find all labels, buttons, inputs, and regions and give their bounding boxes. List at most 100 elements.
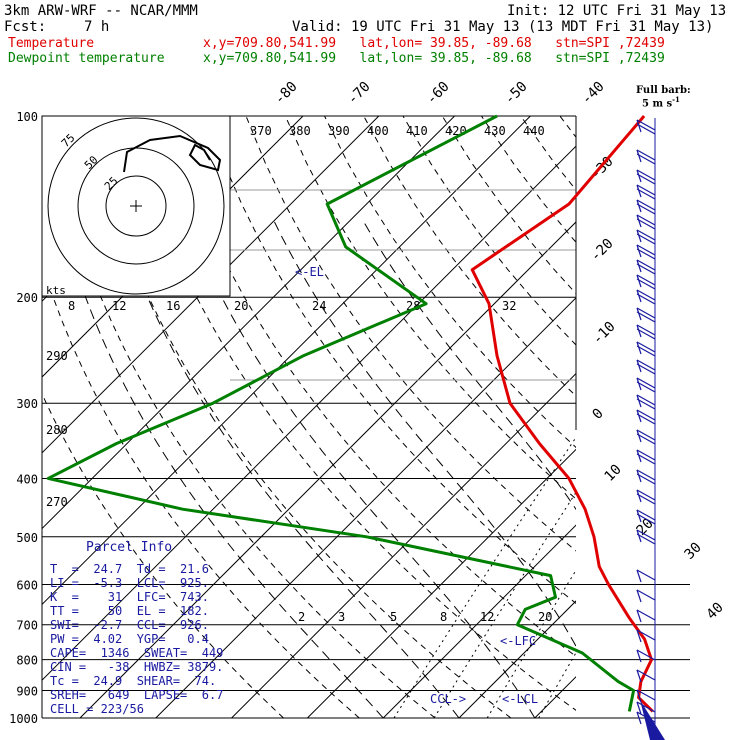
barb-tick [636, 199, 642, 213]
dry-adiabat [284, 116, 576, 500]
mixing-ratio-label: 24 [312, 299, 326, 313]
pressure-label: 600 [16, 578, 38, 592]
barb-tick [636, 214, 642, 228]
dry-adiabat [245, 116, 576, 552]
mixing-ratio-label: 8 [68, 299, 75, 313]
mixing-ratio-label: 12 [480, 610, 494, 624]
parcel-info-row: SREH= 649 LAPSE= 6.7 [50, 688, 224, 702]
barb-tick [636, 377, 642, 391]
barb-tick [636, 324, 642, 338]
theta-label: 380 [289, 124, 311, 138]
barb-tick [636, 629, 642, 643]
pressure-label: 1000 [9, 712, 38, 726]
wind-barbs [636, 118, 665, 740]
barb-flag [636, 649, 656, 661]
parcel-info-row: T = 24.7 Td = 21.6 [50, 562, 209, 576]
parcel-info-row: SWI= -2.7 CCL= 926. [50, 618, 209, 632]
barb-tick [636, 184, 642, 198]
parcel-info-row: CIN = -38 HWBZ= 3879. [50, 660, 224, 674]
hodograph-trace [123, 134, 222, 173]
barb-flag [636, 278, 656, 290]
dry-adiabat [42, 392, 284, 718]
pressure-label: 200 [16, 291, 38, 305]
full-barb-label: Full barb: [636, 85, 691, 96]
parcel-info-table: T = 24.7 Td = 21.6 LI = -5.3 LCL= 925. K =… [50, 562, 223, 716]
isotherm [42, 145, 576, 681]
barb-tick [636, 149, 642, 163]
isotherm [42, 116, 455, 530]
barb-tick [636, 689, 642, 703]
barb-tick [636, 509, 642, 523]
mixing-ratio-label: 3 [338, 610, 345, 624]
dry-adiabat [127, 116, 576, 711]
isotherm-label: -20 [588, 236, 617, 265]
barb-flag [636, 429, 656, 441]
isotherm [611, 116, 740, 718]
pressure-label: 900 [16, 684, 38, 698]
model-title: 3km ARW-WRF -- NCAR/MMM [4, 3, 198, 19]
hodograph [41, 115, 231, 297]
barb-tick [636, 119, 642, 133]
barb-flag [636, 119, 656, 131]
forecast-hour: 7 h [84, 19, 110, 35]
barb-flag [636, 307, 656, 319]
dry-adiabat [167, 116, 576, 658]
barb-flag [636, 701, 656, 713]
barb-flag [636, 324, 656, 336]
barb-tick [636, 409, 642, 423]
barb-tick [636, 489, 642, 503]
mixing-ratio-label: 12 [112, 299, 126, 313]
barb-tick [636, 394, 642, 408]
theta-label: 290 [46, 349, 68, 363]
isotherm [79, 221, 576, 718]
barb-flag [636, 569, 656, 581]
barb-flag [636, 199, 656, 211]
barb-flag [636, 218, 656, 230]
barb-tick [636, 274, 642, 288]
init-time: Init: 12 UTC Fri 31 May 13 [507, 3, 727, 19]
mixing-ratio-label: 8 [440, 610, 447, 624]
theta-label: 430 [484, 124, 506, 138]
barb-flag [636, 259, 656, 271]
isotherm [382, 524, 576, 718]
parcel-info-row: K = 31 LFC= 743. [50, 590, 209, 604]
barb-flag [636, 609, 656, 621]
barb-tick [636, 609, 642, 623]
dry-adiabat [324, 116, 576, 449]
dry-adiabat [678, 116, 740, 718]
theta-label: 270 [46, 495, 68, 509]
lcl-marker: <-LCL [502, 692, 539, 706]
moist-adiabat [363, 221, 576, 511]
dry-adiabat [88, 116, 512, 718]
mixing-ratio-label: 5 [390, 610, 397, 624]
mixing-ratio-line [585, 297, 740, 718]
barb-flag [636, 629, 656, 641]
isotherm [42, 116, 531, 606]
barb-flag [636, 289, 656, 301]
parcel-info-row: LI = -5.3 LCL= 925. [50, 576, 209, 590]
isotherm [307, 448, 576, 718]
theta-label: 370 [250, 124, 272, 138]
isotherm [42, 116, 380, 454]
barb-tick [636, 529, 642, 543]
full-barb-exponent: -1 [672, 95, 680, 104]
temperature-trace [470, 115, 654, 713]
pressure-label: 100 [16, 110, 38, 124]
barb-flag [636, 493, 656, 505]
mixing-ratio-label: 16 [166, 299, 180, 313]
parcel-info-title: Parcel Info [86, 540, 173, 555]
mixing-ratio-line [705, 297, 740, 718]
barb-flag [636, 169, 656, 181]
barb-flag [636, 473, 656, 485]
barb-flag [636, 589, 656, 601]
theta-label: 400 [367, 124, 389, 138]
parcel-info-row: PW = 4.02 YGP= 0.4 [50, 632, 209, 646]
pressure-label: 800 [16, 654, 38, 668]
barb-flag [636, 153, 656, 165]
barb-flag [636, 345, 656, 357]
moist-adiabat [118, 221, 460, 718]
barb-flag [636, 469, 656, 481]
barb-flag [636, 453, 656, 465]
dewpoint-legend: Dewpoint temperature [8, 51, 165, 66]
